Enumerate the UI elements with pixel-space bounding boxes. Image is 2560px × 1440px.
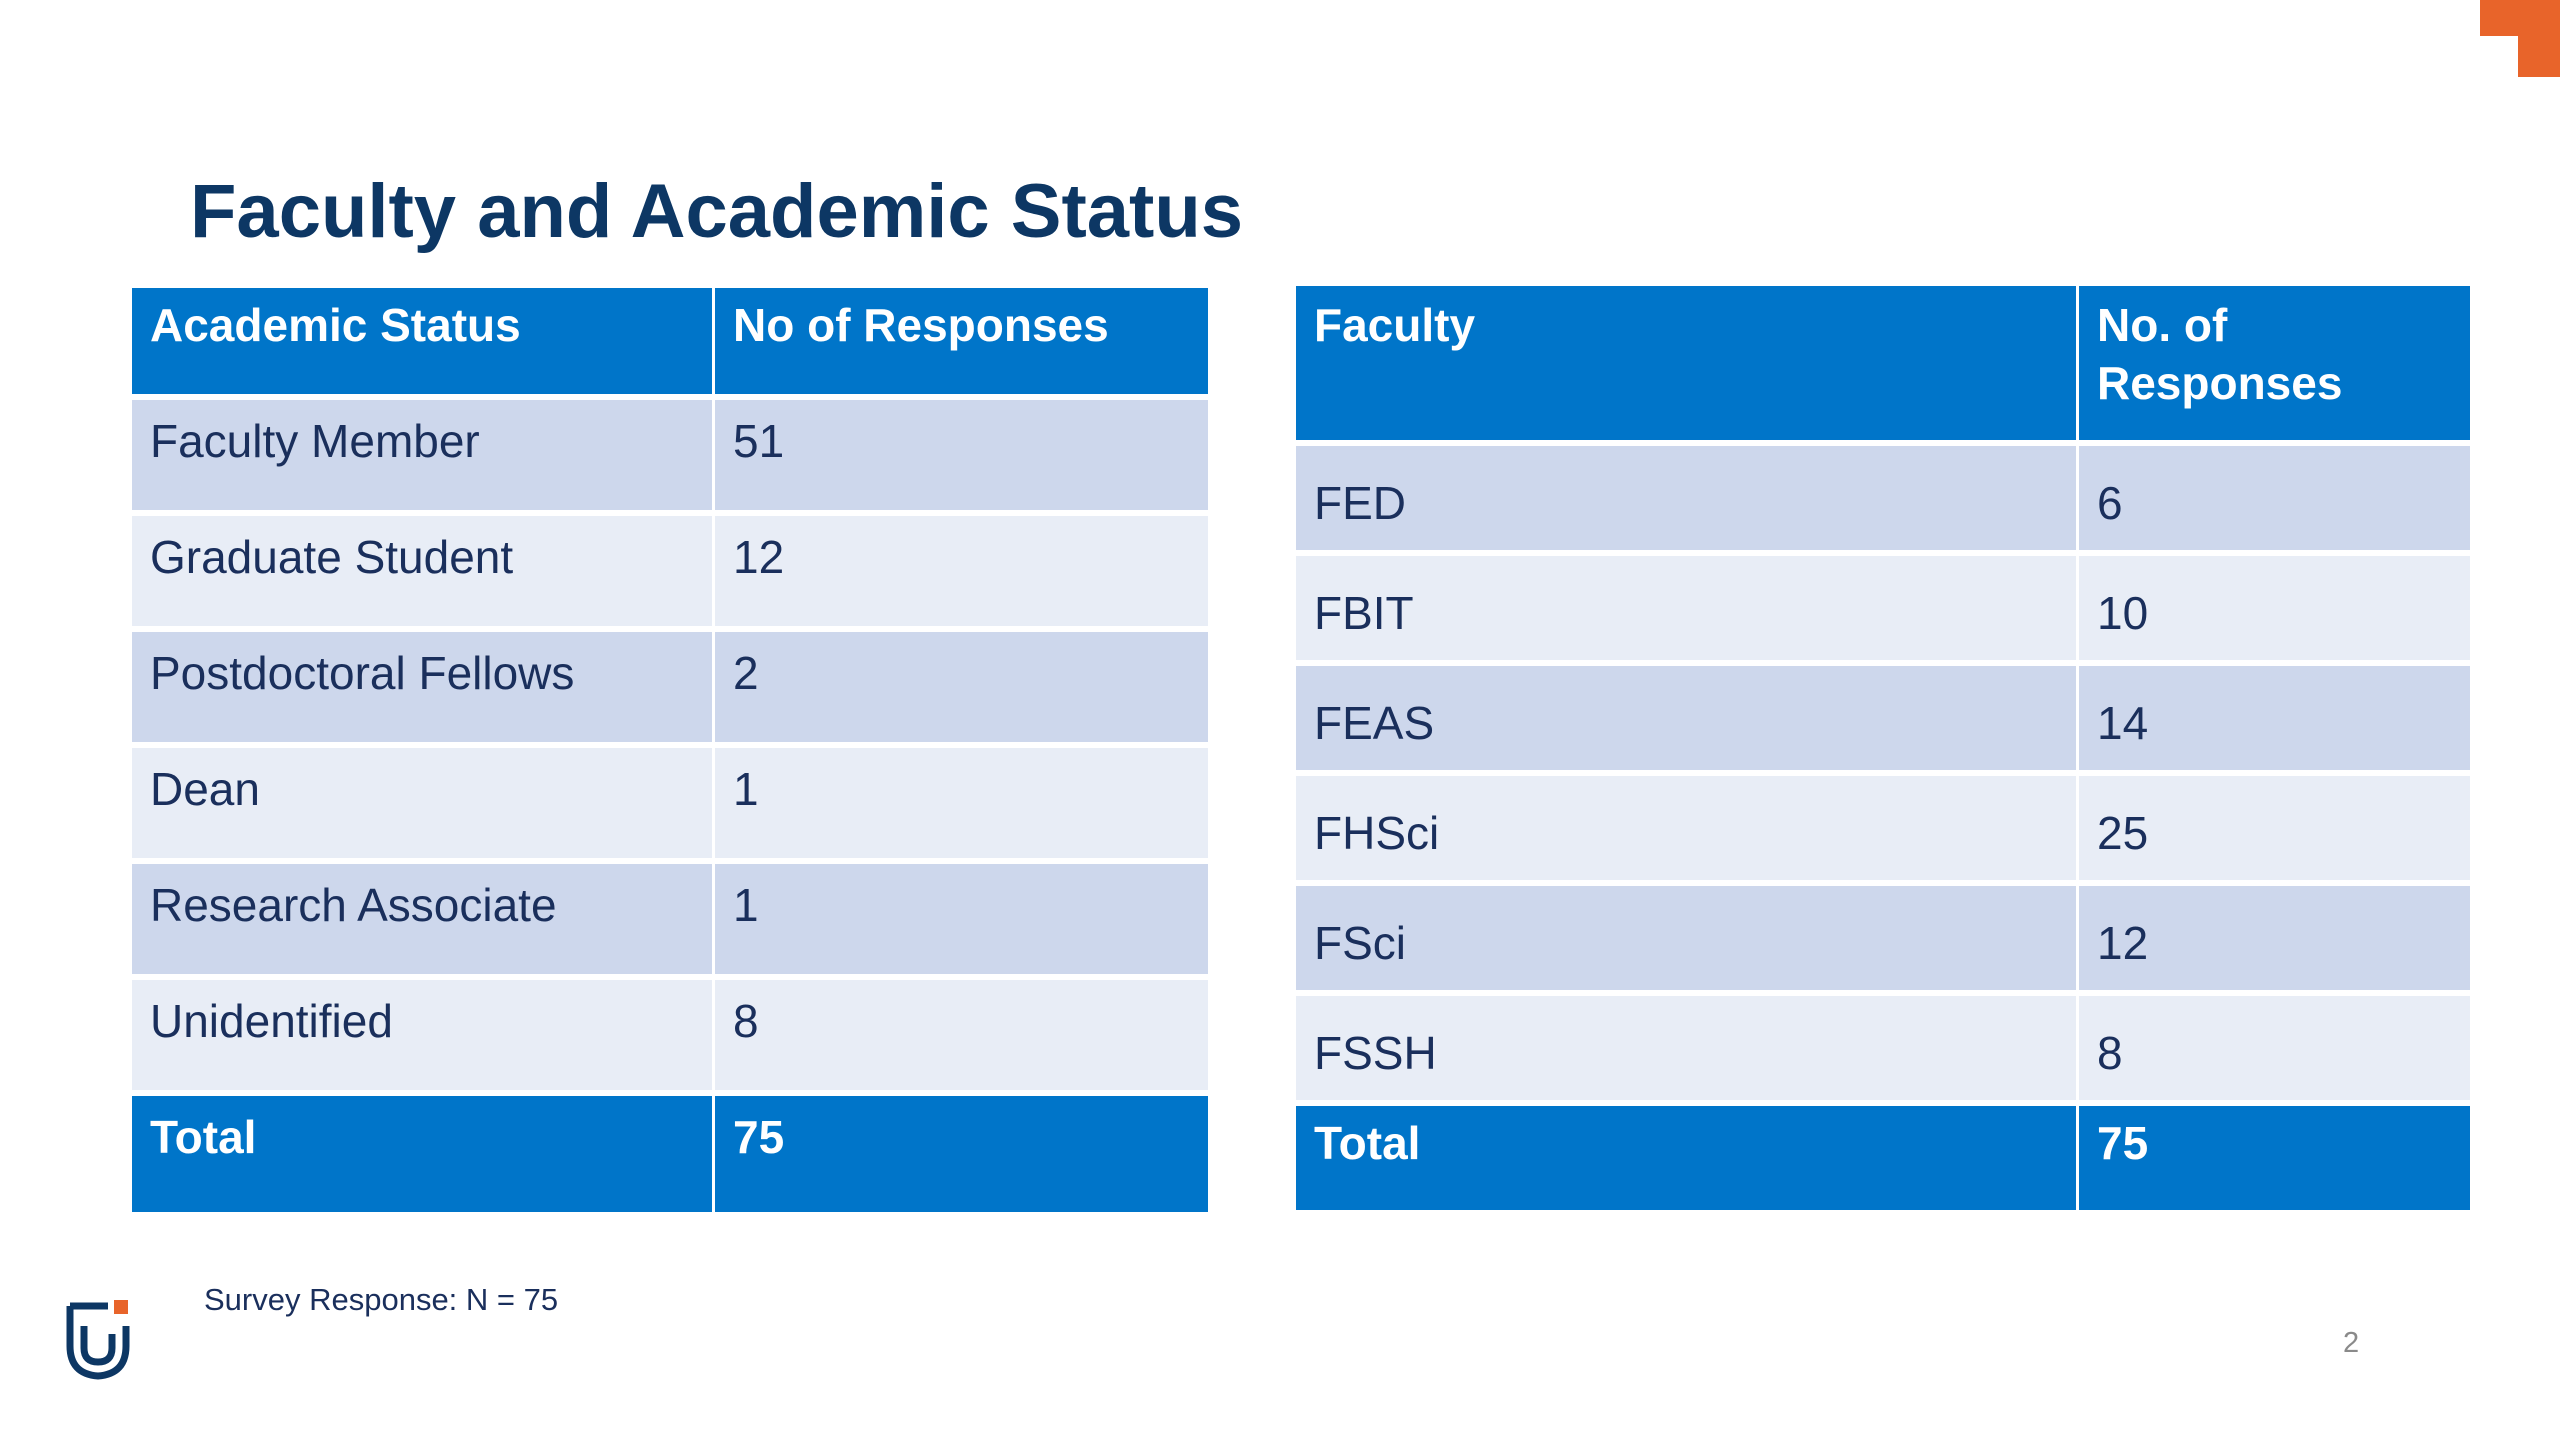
faculty-cell: FED	[1296, 446, 2076, 556]
table-row: FEAS 14	[1296, 666, 2470, 776]
response-count-cell: 1	[712, 748, 1208, 864]
table-row: Postdoctoral Fellows 2	[132, 632, 1208, 748]
column-header-faculty: Faculty	[1296, 286, 2076, 446]
survey-footnote: Survey Response: N = 75	[204, 1282, 559, 1317]
response-count-cell: 8	[712, 980, 1208, 1096]
table-row: Graduate Student 12	[132, 516, 1208, 632]
table-total-row: Total 75	[132, 1096, 1208, 1212]
table-row: Unidentified 8	[132, 980, 1208, 1096]
response-count-cell: 8	[2076, 996, 2470, 1106]
academic-status-cell: Research Associate	[132, 864, 712, 980]
table-row: FSci 12	[1296, 886, 2470, 996]
table-row: FHSci 25	[1296, 776, 2470, 886]
academic-status-cell: Postdoctoral Fellows	[132, 632, 712, 748]
faculty-table: Faculty No. of Responses FED 6 FBIT 10 F…	[1296, 286, 2470, 1210]
total-label-cell: Total	[132, 1096, 712, 1212]
faculty-cell: FEAS	[1296, 666, 2076, 776]
table-row: FBIT 10	[1296, 556, 2470, 666]
response-count-cell: 2	[712, 632, 1208, 748]
academic-status-cell: Unidentified	[132, 980, 712, 1096]
academic-status-cell: Dean	[132, 748, 712, 864]
column-header-responses: No. of Responses	[2076, 286, 2470, 446]
response-count-cell: 12	[2076, 886, 2470, 996]
total-value-cell: 75	[2076, 1106, 2470, 1210]
faculty-cell: FSci	[1296, 886, 2076, 996]
total-label-cell: Total	[1296, 1106, 2076, 1210]
table-row: FED 6	[1296, 446, 2470, 556]
table-row: FSSH 8	[1296, 996, 2470, 1106]
academic-status-cell: Graduate Student	[132, 516, 712, 632]
faculty-cell: FHSci	[1296, 776, 2076, 886]
response-count-cell: 6	[2076, 446, 2470, 556]
response-count-cell: 10	[2076, 556, 2470, 666]
response-count-cell: 1	[712, 864, 1208, 980]
page-number: 2	[2343, 1327, 2360, 1359]
university-logo-icon	[66, 1300, 130, 1380]
response-count-cell: 12	[712, 516, 1208, 632]
corner-accent-shape	[2480, 0, 2560, 77]
response-count-cell: 14	[2076, 666, 2470, 776]
column-header-responses: No of Responses	[712, 288, 1208, 400]
academic-status-table: Academic Status No of Responses Faculty …	[132, 288, 1208, 1212]
column-header-academic-status: Academic Status	[132, 288, 712, 400]
faculty-cell: FBIT	[1296, 556, 2076, 666]
faculty-cell: FSSH	[1296, 996, 2076, 1106]
table-row: Research Associate 1	[132, 864, 1208, 980]
table-header-row: Academic Status No of Responses	[132, 288, 1208, 400]
table-total-row: Total 75	[1296, 1106, 2470, 1210]
page-title: Faculty and Academic Status	[190, 169, 1244, 254]
academic-status-cell: Faculty Member	[132, 400, 712, 516]
table-header-row: Faculty No. of Responses	[1296, 286, 2470, 446]
table-row: Dean 1	[132, 748, 1208, 864]
total-value-cell: 75	[712, 1096, 1208, 1212]
response-count-cell: 25	[2076, 776, 2470, 886]
table-row: Faculty Member 51	[132, 400, 1208, 516]
response-count-cell: 51	[712, 400, 1208, 516]
